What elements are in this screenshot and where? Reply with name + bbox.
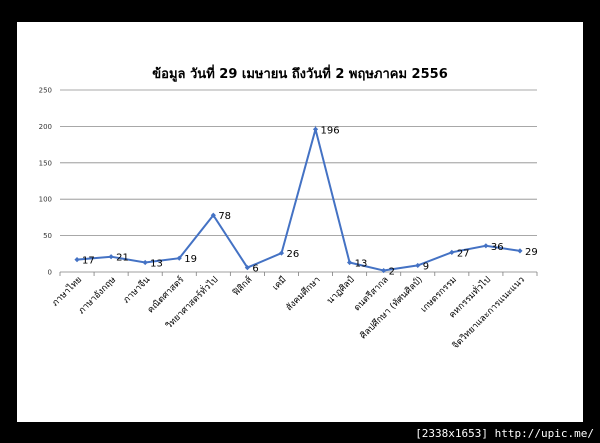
data-label: 13 <box>355 259 368 270</box>
data-point <box>483 243 489 249</box>
category-label: ฟิสิกส์ <box>230 273 255 298</box>
data-label: 13 <box>150 259 163 270</box>
series-line-path <box>76 125 521 272</box>
data-label: 196 <box>321 125 340 136</box>
y-tick-label: 0 <box>48 269 52 277</box>
data-label: 78 <box>218 211 231 222</box>
data-point <box>347 259 353 266</box>
category-label: วิทยาศาสตร์ทั่วไป <box>162 273 221 332</box>
y-tick-label: 150 <box>39 159 52 167</box>
data-point <box>381 267 387 274</box>
category-label: ศิลปศึกษา (ทัศนศิลป์) <box>357 274 425 342</box>
y-tick-label: 100 <box>39 196 52 204</box>
y-tick-label: 250 <box>39 87 52 95</box>
data-point <box>210 212 216 218</box>
data-point <box>74 257 80 263</box>
chart-area: ข้อมูล วันที่ 29 เมษายน ถึงวันที่ 2 พฤษภ… <box>17 22 583 422</box>
data-label: 6 <box>252 264 258 275</box>
data-point <box>517 248 523 254</box>
data-label: 19 <box>184 254 197 265</box>
data-label: 27 <box>457 248 470 259</box>
watermark: [2338x1653] http://upic.me/ <box>415 427 594 440</box>
data-point <box>278 250 285 256</box>
y-tick-label: 200 <box>39 123 52 131</box>
data-point <box>415 262 421 269</box>
data-point <box>108 254 114 260</box>
data-point <box>312 126 319 132</box>
data-label: 9 <box>423 261 429 272</box>
y-axis-ticks: 0 50 100 150 200 250 <box>39 87 52 277</box>
data-label: 2 <box>389 267 395 278</box>
data-point <box>142 259 148 266</box>
category-label: ภาษาไทย <box>50 274 84 308</box>
line-chart: ข้อมูล วันที่ 29 เมษายน ถึงวันที่ 2 พฤษภ… <box>39 64 538 351</box>
data-label: 26 <box>286 249 299 260</box>
category-label: นาฏศิลป์ <box>324 273 357 306</box>
gridlines <box>60 89 537 237</box>
data-label: 29 <box>525 247 538 258</box>
category-label: เคมี <box>270 274 288 292</box>
data-label: 21 <box>116 253 129 264</box>
series-line <box>76 125 521 272</box>
x-axis <box>59 271 538 276</box>
chart-title: ข้อมูล วันที่ 29 เมษายน ถึงวันที่ 2 พฤษภ… <box>152 64 448 82</box>
category-label: สังคมศึกษา <box>284 274 323 313</box>
data-label: 36 <box>491 242 504 253</box>
data-point <box>449 249 455 255</box>
category-label: ภาษาจีน <box>121 274 152 305</box>
data-label: 17 <box>82 256 95 267</box>
y-tick-label: 50 <box>43 232 52 240</box>
